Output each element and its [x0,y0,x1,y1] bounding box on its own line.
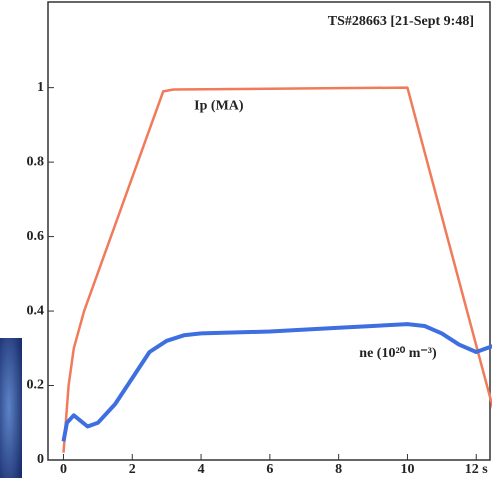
x-tick-label: 8 [335,462,342,477]
y-tick-label: 1 [37,80,44,95]
x-tick-label: 0 [60,462,67,477]
x-tick-label: 10 [400,462,414,477]
y-tick-label: 0.6 [27,229,45,244]
annotation: Ip (MA) [194,98,244,113]
y-tick-label: 0.4 [27,303,45,318]
series-line [61,322,492,442]
annotation: ne (10²⁰ m⁻³) [359,346,437,361]
series-line [62,86,492,453]
x-tick-label: 4 [198,462,205,477]
y-tick-label: 0.2 [27,378,45,393]
plot-frame [47,1,491,461]
y-tick-label: 0.8 [27,154,45,169]
chart-title: TS#28663 [21-Sept 9:48] [328,14,474,29]
y-tick-label: 0 [37,452,44,467]
background-image [0,338,22,478]
x-tick-label: 6 [266,462,273,477]
x-tick-label: 2 [129,462,136,477]
x-tick-label: 12 s [465,462,489,477]
